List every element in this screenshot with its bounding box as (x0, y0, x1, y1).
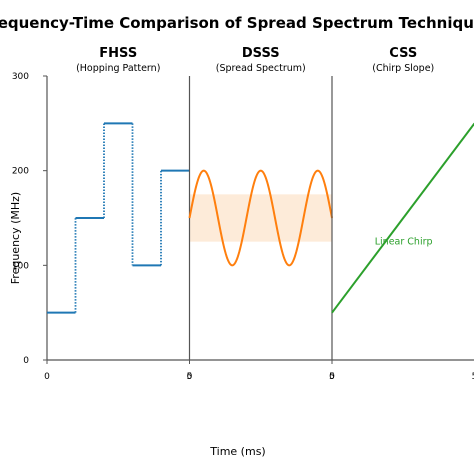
panel-subtitle: (Spread Spectrum) (216, 63, 306, 74)
x-tick-label: 5 (187, 372, 193, 382)
x-axis-label: Time (ms) (209, 445, 265, 458)
panel-css: CSS(Chirp Slope)05Linear Chirp (329, 46, 474, 382)
x-tick-label: 5 (329, 372, 335, 382)
panel-title: CSS (389, 46, 417, 61)
panel-dsss: DSSS(Spread Spectrum)0 5 (187, 46, 335, 382)
panel-subtitle: (Chirp Slope) (372, 63, 434, 74)
panel-title: FHSS (99, 46, 137, 61)
dsss-wave (188, 169, 333, 267)
panel-subtitle: (Hopping Pattern) (76, 63, 160, 74)
x-tick-label: 5 (472, 372, 474, 382)
y-tick-label: 100 (12, 261, 29, 271)
panel-title: DSSS (242, 46, 280, 61)
panels: FHSS(Hopping Pattern)0 50100200300DSSS(Sp… (12, 46, 474, 382)
chirp-line (331, 122, 474, 314)
y-tick-label: 300 (12, 72, 29, 82)
y-tick-label: 200 (12, 167, 29, 177)
x-tick-label: 0 (44, 372, 50, 382)
x-tick-label: 0 (187, 372, 193, 382)
chart-title: Frequency-Time Comparison of Spread Spec… (0, 14, 474, 32)
y-tick-label: 0 (23, 356, 29, 366)
chirp-annotation: Linear Chirp (375, 237, 433, 248)
y-axis-label: Frequency (MHz) (9, 192, 22, 284)
spread-band (189, 194, 332, 242)
x-tick-label: 0 (329, 372, 335, 382)
